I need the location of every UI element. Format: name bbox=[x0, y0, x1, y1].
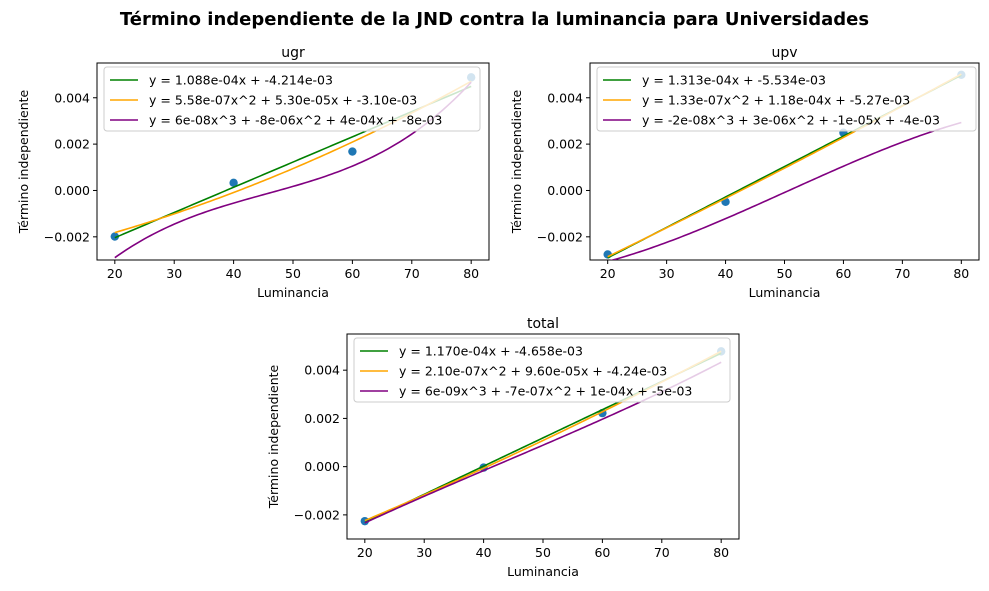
x-tick-label: 30 bbox=[416, 545, 432, 560]
x-tick-label: 80 bbox=[463, 266, 479, 281]
x-tick-label: 20 bbox=[107, 266, 123, 281]
x-tick-label: 50 bbox=[285, 266, 301, 281]
data-point bbox=[348, 147, 357, 156]
x-tick-label: 40 bbox=[226, 266, 242, 281]
x-tick-label: 40 bbox=[476, 545, 492, 560]
chart-panel-total: total 20 30 40 50 60 70 80 −0.002 0.000 0.002 0.004… bbox=[266, 316, 740, 579]
legend-label: y = 6e-08x^3 + -8e-06x^2 + 4e-04x + -8e-… bbox=[149, 113, 442, 128]
x-tick-label: 30 bbox=[166, 266, 182, 281]
x-tick-label: 40 bbox=[718, 266, 734, 281]
x-axis-label: Luminancia bbox=[257, 285, 329, 300]
legend-label: y = 6e-09x^3 + -7e-07x^2 + 1e-04x + -5e-… bbox=[399, 384, 692, 399]
x-axis-label: Luminancia bbox=[749, 285, 821, 300]
data-point bbox=[229, 178, 238, 188]
x-tick-label: 20 bbox=[357, 545, 373, 560]
y-axis-label: Término independiente bbox=[266, 364, 281, 509]
data-point bbox=[110, 232, 120, 241]
y-axis-label: Término independiente bbox=[509, 89, 524, 234]
x-tick-label: 60 bbox=[344, 266, 360, 281]
y-tick-label: −0.002 bbox=[44, 229, 90, 244]
axes-title: ugr bbox=[281, 45, 305, 61]
y-tick-label: 0.002 bbox=[547, 137, 583, 152]
figure-suptitle: Término independiente de la JND contra l… bbox=[120, 9, 869, 30]
legend-label: y = 2.10e-07x^2 + 9.60e-05x + -4.24e-03 bbox=[399, 364, 667, 379]
legend-box bbox=[103, 66, 481, 132]
y-axis-label: Término independiente bbox=[16, 89, 31, 234]
y-tick-label: 0.000 bbox=[547, 183, 583, 198]
x-tick-label: 70 bbox=[894, 266, 910, 281]
x-tick-label: 50 bbox=[535, 545, 551, 560]
legend-label: y = 5.58e-07x^2 + 5.30e-05x + -3.10e-03 bbox=[149, 93, 417, 108]
x-axis-label: Luminancia bbox=[507, 564, 579, 579]
y-tick-label: 0.002 bbox=[304, 411, 340, 426]
chart-panel-ugr: ugr 20 30 40 50 60 70 80 −0.002 0.000 0.002 0.004 Lu… bbox=[16, 45, 490, 300]
legend-box bbox=[596, 66, 977, 132]
y-tick-label: −0.002 bbox=[294, 507, 340, 522]
legend-label: y = -2e-08x^3 + 3e-06x^2 + -1e-05x + -4e… bbox=[642, 113, 940, 128]
legend-label: y = 1.33e-07x^2 + 1.18e-04x + -5.27e-03 bbox=[642, 93, 910, 108]
y-tick-label: −0.002 bbox=[537, 229, 583, 244]
x-tick-label: 20 bbox=[600, 266, 616, 281]
fit-line-degree-3 bbox=[609, 121, 962, 260]
x-tick-label: 80 bbox=[713, 545, 729, 560]
y-tick-label: 0.004 bbox=[54, 90, 90, 105]
chart-panel-upv: upv 20 30 40 50 60 70 80 −0.002 0.000 0.002 0.004 Lu… bbox=[509, 45, 980, 300]
legend-box bbox=[353, 337, 731, 403]
y-tick-label: 0.004 bbox=[547, 90, 583, 105]
axes-title: upv bbox=[771, 45, 797, 61]
y-tick-label: 0.004 bbox=[304, 363, 340, 378]
y-tick-label: 0.002 bbox=[54, 137, 90, 152]
x-tick-label: 70 bbox=[654, 545, 670, 560]
x-tick-label: 80 bbox=[953, 266, 969, 281]
fit-line-degree-3 bbox=[114, 81, 472, 259]
legend-label: y = 1.170e-04x + -4.658e-03 bbox=[399, 344, 583, 359]
x-tick-label: 30 bbox=[659, 266, 675, 281]
y-tick-label: 0.000 bbox=[54, 183, 90, 198]
x-tick-label: 60 bbox=[594, 545, 610, 560]
x-tick-label: 70 bbox=[404, 266, 420, 281]
axes-title: total bbox=[527, 316, 559, 332]
x-tick-label: 50 bbox=[777, 266, 793, 281]
x-tick-label: 60 bbox=[835, 266, 851, 281]
legend-label: y = 1.088e-04x + -4.214e-03 bbox=[149, 73, 333, 88]
y-tick-label: 0.000 bbox=[304, 459, 340, 474]
legend-label: y = 1.313e-04x + -5.534e-03 bbox=[642, 73, 826, 88]
